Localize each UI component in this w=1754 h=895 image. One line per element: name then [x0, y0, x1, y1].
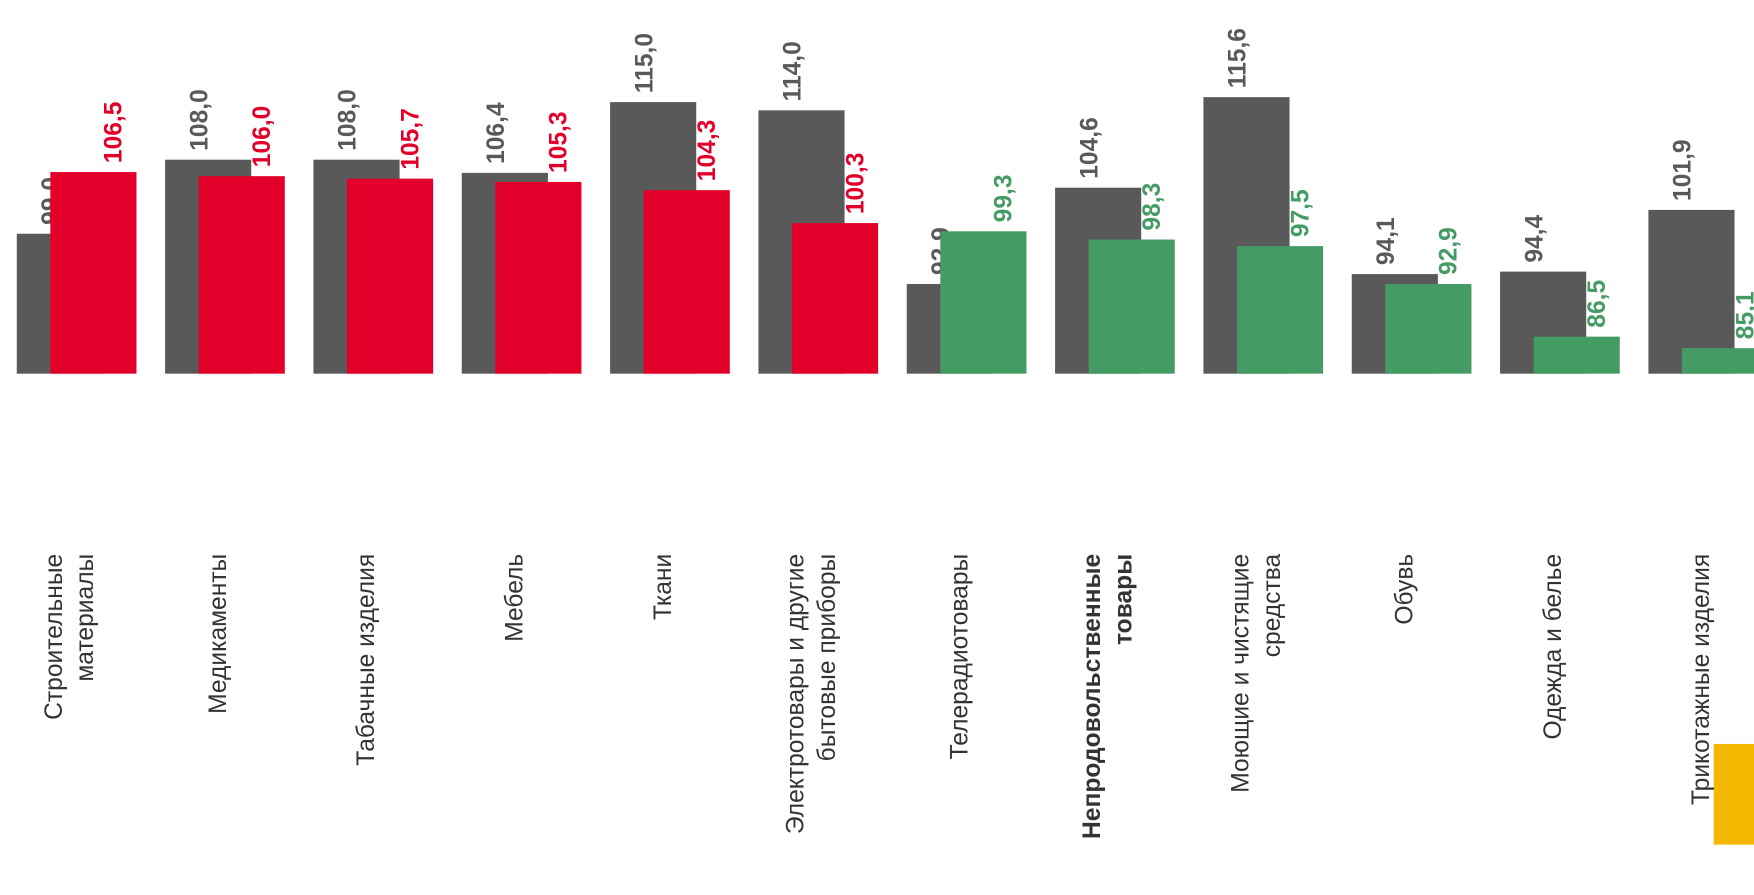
- value-label: 106,5: [101, 102, 128, 164]
- bar: [1648, 209, 1735, 374]
- category-label: Непродовольственные: [1079, 554, 1106, 839]
- value-label: 100,3: [842, 153, 869, 215]
- value-label: 114,0: [780, 41, 807, 101]
- category-label: Строительные: [41, 554, 68, 720]
- value-label: 99,3: [991, 174, 1018, 222]
- value-label: 86,5: [1584, 280, 1611, 328]
- bar: [198, 176, 285, 374]
- value-label: 106,0: [249, 106, 276, 168]
- category-label: Мебель: [502, 554, 529, 642]
- value-label: 101,9: [1670, 139, 1697, 201]
- category-label: материалы: [72, 554, 99, 682]
- value-label: 108,0: [335, 89, 362, 151]
- category-label: Моющие и чистящие: [1228, 554, 1255, 793]
- category-label: Одежда и белье: [1540, 554, 1567, 740]
- bar: [643, 190, 730, 374]
- category-label: средства: [1259, 553, 1286, 657]
- bar: [791, 223, 879, 374]
- bar: [1533, 336, 1620, 374]
- value-label: 104,6: [1076, 117, 1103, 179]
- value-label: 106,4: [483, 102, 510, 164]
- bar: [1088, 239, 1175, 374]
- bar: [1681, 348, 1754, 374]
- category-label: Телерадиотовары: [947, 554, 974, 760]
- bar: [346, 178, 434, 374]
- bar: [1385, 283, 1472, 374]
- value-label: 108,0: [186, 89, 213, 151]
- category-label: бытовые приборы: [814, 554, 841, 762]
- category-label: Обувь: [1391, 554, 1418, 625]
- value-label: 115,6: [1225, 28, 1252, 88]
- value-label: 104,3: [694, 120, 721, 182]
- value-label: 105,3: [546, 111, 573, 173]
- category-label: товары: [1110, 554, 1137, 645]
- value-label: 94,1: [1373, 217, 1400, 265]
- category-label: Медикаменты: [205, 554, 232, 714]
- category-label: Трикотажные изделия: [1688, 554, 1715, 805]
- category-label: Табачные изделия: [353, 554, 380, 766]
- category-label: Ткани: [650, 554, 677, 620]
- value-label: 94,4: [1521, 214, 1548, 262]
- bar: [495, 181, 582, 374]
- value-label: 97,5: [1287, 189, 1314, 237]
- bar: [940, 231, 1027, 374]
- bar: [1236, 246, 1324, 374]
- value-label: 98,3: [1139, 183, 1166, 231]
- value-label: 85,1: [1732, 291, 1754, 339]
- value-label: 92,9: [1436, 227, 1463, 275]
- category-label: Электротовары и другие: [783, 554, 810, 834]
- value-label: 105,7: [397, 108, 424, 170]
- bar: [50, 172, 137, 374]
- value-label: 115,0: [631, 33, 658, 93]
- decoration: [1713, 743, 1754, 845]
